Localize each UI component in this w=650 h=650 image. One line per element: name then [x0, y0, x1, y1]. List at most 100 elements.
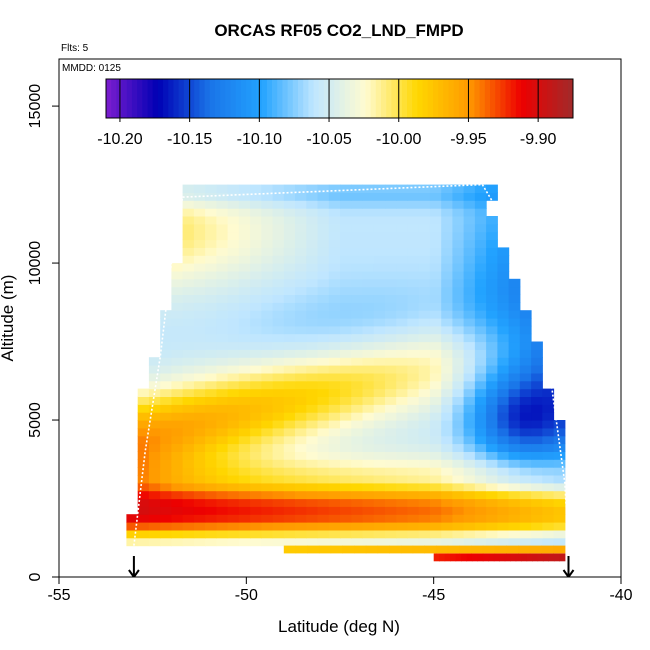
- heatmap-cell: [306, 427, 319, 437]
- heatmap-cell: [441, 514, 453, 523]
- heatmap-cell: [351, 420, 363, 429]
- heatmap-cell: [328, 216, 341, 225]
- heatmap-cell: [385, 333, 397, 343]
- heatmap-cell: [373, 506, 386, 515]
- y-tick-label: 10000: [27, 241, 44, 286]
- heatmap-cell: [340, 255, 352, 264]
- colorbar-segment: [163, 79, 169, 118]
- heatmap-cell: [429, 263, 442, 272]
- heatmap-cell: [362, 372, 375, 382]
- heatmap-cell: [340, 537, 352, 547]
- heatmap-cell: [519, 310, 532, 319]
- heatmap-cell: [193, 365, 206, 374]
- heatmap-cell: [441, 529, 453, 539]
- heatmap-cell: [463, 475, 476, 484]
- heatmap-cell: [317, 325, 330, 335]
- heatmap-cell: [306, 529, 319, 539]
- heatmap-cell: [283, 192, 296, 201]
- heatmap-cell: [519, 325, 532, 335]
- heatmap-cell: [250, 255, 262, 264]
- heatmap-cell: [261, 349, 274, 358]
- heatmap-cell: [272, 482, 285, 492]
- heatmap-cell: [441, 482, 453, 492]
- heatmap-cell: [137, 435, 150, 445]
- heatmap-cell: [250, 333, 262, 343]
- heatmap-cell: [508, 388, 521, 397]
- heatmap-cell: [508, 365, 521, 374]
- heatmap-cell: [272, 404, 285, 413]
- heatmap-cell: [261, 475, 274, 484]
- heatmap-cell: [317, 514, 330, 523]
- heatmap-cell: [250, 286, 262, 295]
- heatmap-cell: [261, 514, 274, 523]
- heatmap-cell: [351, 537, 363, 547]
- heatmap-cell: [418, 514, 431, 523]
- heatmap-cell: [362, 302, 375, 311]
- heatmap-cell: [340, 310, 352, 319]
- heatmap-cell: [216, 278, 229, 288]
- heatmap-cell: [385, 404, 397, 413]
- heatmap-cell: [182, 514, 195, 523]
- heatmap-cell: [531, 349, 543, 358]
- heatmap-cell: [205, 475, 217, 484]
- heatmap-cell: [160, 372, 172, 382]
- heatmap-cell: [227, 263, 240, 272]
- heatmap-cell: [272, 239, 285, 248]
- heatmap-cell: [418, 490, 431, 500]
- heatmap-cell: [295, 223, 307, 233]
- colorbar-segment: [443, 79, 449, 118]
- heatmap-cell: [317, 270, 330, 280]
- heatmap-cell: [385, 482, 397, 492]
- heatmap-cell: [171, 435, 184, 445]
- x-tick-label: -45: [422, 587, 445, 604]
- heatmap-cell: [272, 231, 285, 241]
- heatmap-cell: [542, 467, 555, 476]
- heatmap-cell: [238, 247, 251, 256]
- heatmap-cell: [508, 506, 521, 515]
- heatmap-cell: [542, 459, 555, 468]
- heatmap-cell: [227, 270, 240, 280]
- heatmap-cell: [238, 318, 251, 327]
- heatmap-cell: [238, 475, 251, 484]
- heatmap-cell: [531, 490, 543, 500]
- heatmap-cell: [272, 506, 285, 515]
- heatmap-cell: [396, 490, 408, 500]
- heatmap-cell: [171, 467, 184, 476]
- heatmap-cell: [250, 490, 262, 500]
- heatmap-cell: [306, 396, 319, 405]
- heatmap-cell: [250, 514, 262, 523]
- heatmap-cell: [508, 537, 521, 547]
- heatmap-cell: [418, 435, 431, 445]
- heatmap-cell: [385, 247, 397, 256]
- heatmap-cell: [272, 247, 285, 256]
- plot-frame: [58, 58, 622, 578]
- heatmap-cell: [362, 239, 375, 248]
- heatmap-cell: [272, 208, 285, 217]
- heatmap-cell: [373, 286, 386, 295]
- heatmap-cell: [160, 482, 172, 492]
- heatmap-cell: [148, 443, 161, 452]
- heatmap-cell: [373, 388, 386, 397]
- heatmap-cell: [317, 388, 330, 397]
- heatmap-cell: [463, 263, 476, 272]
- heatmap-cell: [250, 498, 262, 507]
- heatmap-cell: [193, 318, 206, 327]
- heatmap-cell: [429, 341, 442, 350]
- heatmap-cell: [452, 435, 465, 445]
- heatmap-cell: [429, 318, 442, 327]
- colorbar-segment: [438, 79, 444, 118]
- heatmap-cell: [531, 522, 543, 531]
- heatmap-cell: [205, 184, 217, 193]
- heatmap-cell: [216, 529, 229, 539]
- heatmap-cell: [238, 216, 251, 225]
- heatmap-cell: [126, 514, 139, 523]
- heatmap-cell: [328, 451, 341, 460]
- colorbar-segment: [536, 79, 543, 118]
- heatmap-cell: [216, 255, 229, 264]
- heatmap-cell: [160, 388, 172, 397]
- colorbar-segment: [246, 79, 252, 118]
- heatmap-cell: [385, 365, 397, 374]
- heatmap-cell: [295, 294, 307, 303]
- heatmap-cell: [261, 435, 274, 445]
- heatmap-cell: [295, 318, 307, 327]
